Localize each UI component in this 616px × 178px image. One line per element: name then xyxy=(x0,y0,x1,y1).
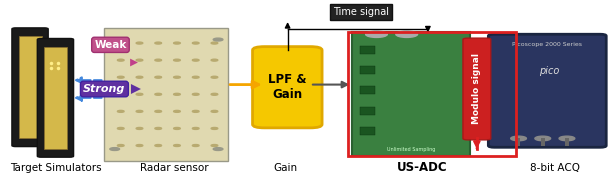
Circle shape xyxy=(396,31,418,37)
Circle shape xyxy=(110,38,120,41)
Circle shape xyxy=(211,145,218,146)
Bar xyxy=(44,47,67,149)
Text: LPF &
Gain: LPF & Gain xyxy=(268,73,307,101)
Circle shape xyxy=(211,59,218,61)
Circle shape xyxy=(110,148,120,150)
Text: Radar sensor: Radar sensor xyxy=(140,163,208,173)
Circle shape xyxy=(118,93,124,95)
Circle shape xyxy=(174,59,180,61)
Circle shape xyxy=(213,148,223,150)
Text: Picoscope 2000 Series: Picoscope 2000 Series xyxy=(512,42,582,47)
Circle shape xyxy=(192,110,199,112)
Circle shape xyxy=(366,31,387,37)
Bar xyxy=(360,86,375,94)
Circle shape xyxy=(155,110,161,112)
Circle shape xyxy=(174,76,180,78)
Circle shape xyxy=(211,42,218,44)
Bar xyxy=(360,46,375,54)
Circle shape xyxy=(211,76,218,78)
Circle shape xyxy=(213,38,223,41)
Text: Gain: Gain xyxy=(274,163,298,173)
Text: 8-bit ACQ: 8-bit ACQ xyxy=(530,163,580,173)
Circle shape xyxy=(535,136,551,141)
Text: Strong: Strong xyxy=(83,84,126,94)
Bar xyxy=(348,32,516,156)
Bar xyxy=(360,66,375,74)
Bar xyxy=(565,138,569,146)
Circle shape xyxy=(211,127,218,129)
Circle shape xyxy=(174,42,180,44)
Circle shape xyxy=(136,93,143,95)
Text: US-ADC: US-ADC xyxy=(397,161,447,174)
Text: Weak: Weak xyxy=(94,40,127,50)
Circle shape xyxy=(136,110,143,112)
Text: Time signal: Time signal xyxy=(333,7,389,17)
Circle shape xyxy=(136,145,143,146)
Circle shape xyxy=(511,136,527,141)
Bar xyxy=(517,138,521,146)
Circle shape xyxy=(136,76,143,78)
Circle shape xyxy=(136,127,143,129)
Circle shape xyxy=(155,145,161,146)
Circle shape xyxy=(155,93,161,95)
Text: Unlimited Sampling: Unlimited Sampling xyxy=(387,146,436,151)
Circle shape xyxy=(211,110,218,112)
Circle shape xyxy=(192,76,199,78)
Bar xyxy=(541,138,545,146)
Circle shape xyxy=(136,59,143,61)
Circle shape xyxy=(192,93,199,95)
Bar xyxy=(18,36,41,138)
Circle shape xyxy=(192,59,199,61)
FancyBboxPatch shape xyxy=(12,28,48,146)
Circle shape xyxy=(155,76,161,78)
FancyBboxPatch shape xyxy=(253,47,322,128)
Circle shape xyxy=(118,59,124,61)
Circle shape xyxy=(559,136,575,141)
FancyBboxPatch shape xyxy=(38,38,73,157)
Circle shape xyxy=(192,145,199,146)
Circle shape xyxy=(174,110,180,112)
Circle shape xyxy=(118,42,124,44)
Circle shape xyxy=(211,93,218,95)
FancyBboxPatch shape xyxy=(463,38,491,140)
Circle shape xyxy=(174,145,180,146)
Circle shape xyxy=(192,42,199,44)
Circle shape xyxy=(155,127,161,129)
Bar xyxy=(360,107,375,115)
Bar xyxy=(360,127,375,135)
Text: Modulo signal: Modulo signal xyxy=(472,54,481,124)
Circle shape xyxy=(136,42,143,44)
Circle shape xyxy=(192,127,199,129)
FancyBboxPatch shape xyxy=(488,34,606,147)
Circle shape xyxy=(155,59,161,61)
Text: pico: pico xyxy=(538,66,559,76)
Bar xyxy=(352,32,470,156)
FancyBboxPatch shape xyxy=(105,28,229,161)
Circle shape xyxy=(118,110,124,112)
Circle shape xyxy=(174,93,180,95)
Circle shape xyxy=(118,127,124,129)
Circle shape xyxy=(174,127,180,129)
Circle shape xyxy=(155,42,161,44)
Circle shape xyxy=(118,145,124,146)
Circle shape xyxy=(118,76,124,78)
Text: Target Simulators: Target Simulators xyxy=(10,163,102,173)
